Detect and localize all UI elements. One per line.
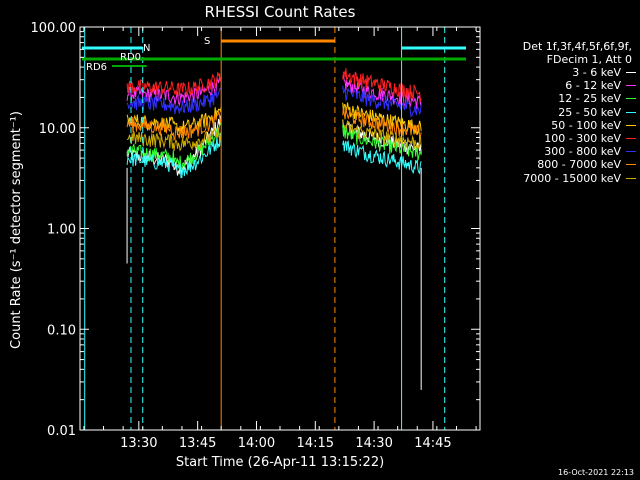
legend-title: Det 1f,3f,4f,5f,6f,9f, bbox=[522, 40, 632, 53]
legend-item-label: 3 - 6 keV bbox=[572, 66, 621, 80]
legend-swatch bbox=[626, 85, 636, 87]
legend-swatch bbox=[626, 98, 636, 100]
legend-swatch bbox=[626, 124, 636, 126]
legend-subtitle: FDecim 1, Att 0 bbox=[546, 53, 632, 66]
render-timestamp: 16-Oct-2021 22:13 bbox=[558, 468, 634, 477]
legend-item-label: 100 - 300 keV bbox=[544, 132, 621, 146]
legend-swatch bbox=[626, 138, 636, 140]
legend-item: 100 - 300 keV bbox=[478, 132, 636, 145]
legend-item: 6 - 12 keV bbox=[478, 79, 636, 92]
series-line-1 bbox=[126, 74, 422, 109]
legend-item: 12 - 25 keV bbox=[478, 92, 636, 105]
legend: Det 1f,3f,4f,5f,6f,9f, FDecim 1, Att 0 3… bbox=[478, 40, 636, 185]
legend-item-label: 25 - 50 keV bbox=[558, 105, 621, 119]
legend-swatch bbox=[626, 72, 636, 74]
legend-rows: 3 - 6 keV 6 - 12 keV 12 - 25 keV 25 - 50 ke… bbox=[478, 66, 636, 185]
series-line-5 bbox=[126, 68, 422, 102]
chart-title: RHESSI Count Rates bbox=[205, 3, 356, 21]
legend-item-label: 7000 - 15000 keV bbox=[523, 171, 621, 185]
x-tick-label: 14:00 bbox=[238, 436, 275, 451]
x-tick-label: 14:15 bbox=[297, 436, 334, 451]
legend-item: 7000 - 15000 keV bbox=[478, 172, 636, 185]
legend-item-label: 300 - 800 keV bbox=[544, 145, 621, 159]
y-tick-label: 100.00 bbox=[31, 21, 77, 36]
legend-item-label: 6 - 12 keV bbox=[565, 79, 621, 93]
legend-item: 300 - 800 keV bbox=[478, 145, 636, 158]
flag-label-1: RD0 bbox=[120, 52, 141, 63]
legend-item-label: 800 - 7000 keV bbox=[537, 158, 621, 172]
x-tick-label: 13:30 bbox=[120, 436, 157, 451]
legend-item: 3 - 6 keV bbox=[478, 66, 636, 79]
flag-label-3: S bbox=[204, 36, 210, 47]
y-tick-label: 0.01 bbox=[47, 424, 76, 439]
legend-item-label: 50 - 100 keV bbox=[551, 118, 621, 132]
x-tick-label: 14:30 bbox=[355, 436, 392, 451]
x-tick-label: 14:45 bbox=[414, 436, 451, 451]
legend-item: 800 - 7000 keV bbox=[478, 158, 636, 171]
legend-swatch bbox=[626, 177, 636, 179]
flag-label-0: N bbox=[143, 43, 150, 54]
legend-swatch bbox=[626, 151, 636, 153]
x-axis-label: Start Time (26-Apr-11 13:15:22) bbox=[176, 455, 384, 470]
y-tick-label: 0.10 bbox=[47, 323, 76, 338]
x-tick-label: 13:45 bbox=[179, 436, 216, 451]
legend-item-label: 12 - 25 keV bbox=[558, 92, 621, 106]
legend-item: 25 - 50 keV bbox=[478, 106, 636, 119]
legend-item: 50 - 100 keV bbox=[478, 119, 636, 132]
legend-swatch bbox=[626, 164, 636, 166]
y-tick-label: 1.00 bbox=[47, 223, 76, 238]
y-tick-label: 10.00 bbox=[39, 122, 76, 137]
flag-label-2: RD6 bbox=[86, 62, 107, 73]
y-axis-label: Count Rate (s⁻¹ detector segment⁻¹) bbox=[9, 111, 24, 349]
legend-swatch bbox=[626, 111, 636, 113]
